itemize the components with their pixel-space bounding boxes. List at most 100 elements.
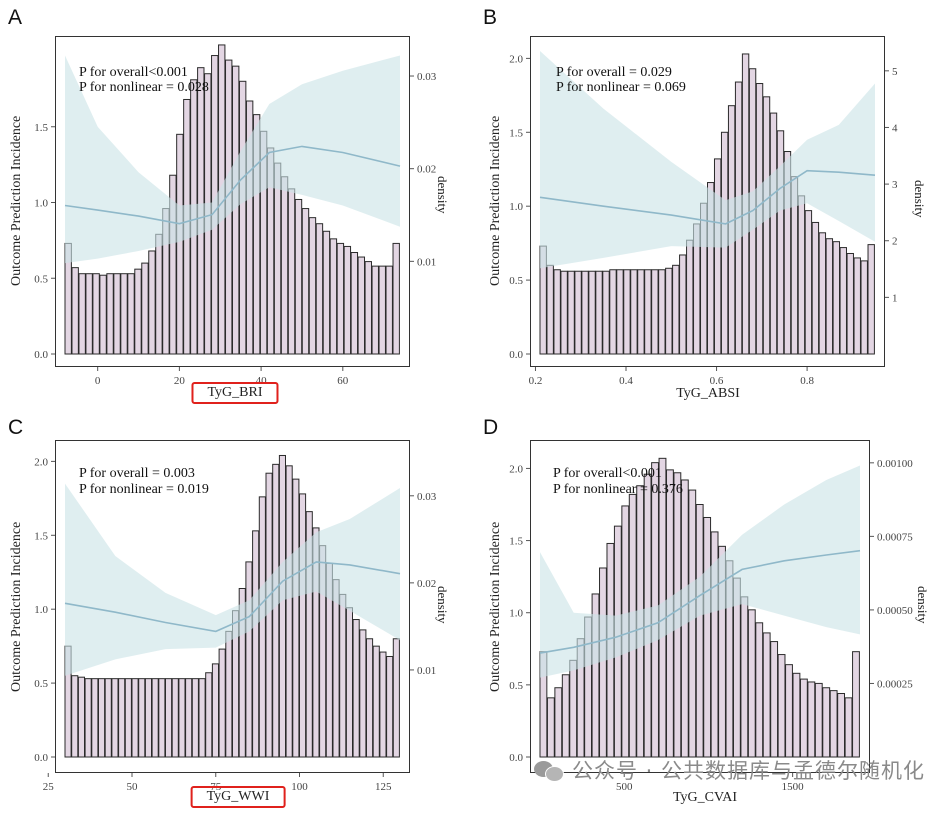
histogram-bar xyxy=(591,593,600,758)
histogram-bar xyxy=(339,593,347,758)
histogram-bar xyxy=(71,267,79,355)
y-tick-label: 1.5 xyxy=(509,127,523,139)
histogram-bar xyxy=(280,176,289,355)
histogram-bar xyxy=(392,242,400,355)
y2-tick-label: 5 xyxy=(892,66,898,78)
histogram-bar xyxy=(679,254,687,355)
histogram-bar xyxy=(770,641,779,758)
histogram-bar xyxy=(792,672,801,758)
histogram-bar xyxy=(178,678,186,758)
y-tick-label: 0.0 xyxy=(34,349,48,361)
histogram-bar xyxy=(799,678,808,758)
histogram-bar xyxy=(797,195,806,355)
histogram-bar xyxy=(651,269,659,355)
y-tick-label: 1.5 xyxy=(34,122,48,134)
histogram-bar xyxy=(77,676,86,758)
histogram-bar xyxy=(198,678,206,758)
y2-tick-label: 0.01 xyxy=(417,256,436,268)
histogram-bar xyxy=(844,697,853,758)
histogram-bar xyxy=(378,265,386,355)
histogram-bar xyxy=(345,607,353,758)
histogram-bar xyxy=(350,252,359,355)
histogram-bar xyxy=(777,654,786,758)
y-tick-label: 2.0 xyxy=(509,53,523,65)
y-axis-title: Outcome Prediction Incidence xyxy=(488,115,503,286)
histogram-bar xyxy=(151,678,159,758)
histogram-bar xyxy=(783,151,792,355)
y-tick-label: 1.0 xyxy=(509,608,523,620)
panel-label: B xyxy=(483,6,498,29)
histogram-bar xyxy=(71,675,79,758)
histogram-bar xyxy=(710,531,719,758)
y2-tick-label: 0.01 xyxy=(417,665,436,677)
histogram-bar xyxy=(299,493,307,758)
histogram-bar xyxy=(860,260,868,355)
p-overall-label: P for overall<0.001 xyxy=(79,65,188,80)
panel-a: A 0.0 0.5 1.0 1.5 0.01 0.02 0.03 0 20 40 60 Outcom… xyxy=(0,0,470,405)
x-axis-title: TyG_CVAI xyxy=(672,790,738,805)
p-nonlinear-label: P for nonlinear = 0.376 xyxy=(553,482,683,497)
y-tick-label: 0.5 xyxy=(509,680,523,692)
spline-line xyxy=(539,549,861,654)
histogram-bar xyxy=(332,579,340,758)
histogram-bar xyxy=(272,463,280,758)
histogram-bar xyxy=(165,678,173,758)
chart-area: 0.0 0.5 1.0 1.5 0.01 0.02 0.03 0 20 40 60 xyxy=(34,44,437,387)
y2-axis-title: density xyxy=(912,180,927,218)
histogram-bar xyxy=(829,690,838,758)
y-tick-label: 1.0 xyxy=(509,201,523,213)
histogram-bar xyxy=(825,238,834,355)
histogram-bar xyxy=(769,112,778,355)
histogram-bar xyxy=(111,678,119,758)
histogram-bar xyxy=(124,678,132,758)
histogram-bar xyxy=(292,478,300,758)
histogram-bar xyxy=(120,273,128,355)
x-tick-label: 1500 xyxy=(782,781,805,793)
histogram-bar xyxy=(315,223,324,355)
confidence-band xyxy=(65,55,400,264)
histogram-bar xyxy=(92,273,100,355)
histogram-bar xyxy=(329,238,338,355)
histogram-bar xyxy=(294,198,303,355)
y-tick-label: 0.5 xyxy=(34,678,48,690)
histogram-bar xyxy=(637,269,645,355)
histogram-bar xyxy=(78,273,86,355)
x-tick-label: 50 xyxy=(127,781,139,793)
histogram-bar xyxy=(336,242,345,355)
histogram-bar xyxy=(113,273,121,355)
panel-label: D xyxy=(483,416,499,439)
y2-axis-title: density xyxy=(435,586,450,624)
histogram-bar xyxy=(811,221,820,355)
histogram-bar xyxy=(546,264,554,355)
histogram-bar xyxy=(366,638,374,758)
x-tick-label: 0.6 xyxy=(710,375,724,387)
histogram-bar xyxy=(372,645,380,758)
y2-tick-label: 0.00100 xyxy=(877,458,913,470)
histogram-bar xyxy=(218,648,226,758)
histogram-bar xyxy=(703,516,712,758)
histogram-bar xyxy=(252,114,261,355)
histogram-bar xyxy=(695,504,704,758)
y-tick-label: 2.0 xyxy=(509,463,523,475)
histogram-bar xyxy=(837,693,846,758)
y-axis-title: Outcome Prediction Incidence xyxy=(9,521,24,692)
x-tick-label: 500 xyxy=(616,781,633,793)
histogram-bar xyxy=(785,664,793,758)
histogram-bar xyxy=(569,659,578,758)
y2-tick-label: 0.02 xyxy=(417,578,436,590)
panel-d: D 0.0 0.5 1.0 1.5 2.0 0.00025 0.00050 0.00075 0.… xyxy=(475,410,947,813)
histogram-bar xyxy=(84,678,92,758)
histogram-bar xyxy=(686,239,694,355)
histogram-bar xyxy=(818,232,827,355)
histogram-bar xyxy=(238,80,247,355)
histogram-bar xyxy=(595,270,603,355)
histogram-bar xyxy=(807,681,816,758)
x-tick-label: 0.4 xyxy=(619,375,633,387)
histogram-bar xyxy=(658,269,666,355)
histogram-bar xyxy=(561,674,570,758)
y-axis-title: Outcome Prediction Incidence xyxy=(488,521,503,692)
histogram-bar xyxy=(238,588,246,758)
y-tick-label: 0.5 xyxy=(34,273,48,285)
histogram-bar xyxy=(91,678,99,758)
panel-c: C 0.0 0.5 1.0 1.5 2.0 0.01 0.02 0.03 25 50 75 100 12… xyxy=(0,410,470,813)
